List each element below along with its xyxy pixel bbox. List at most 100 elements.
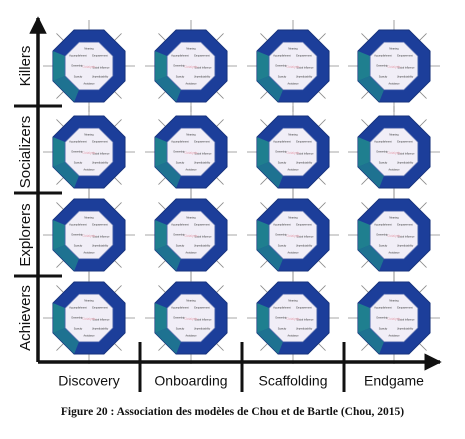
octalysis-watermark: Octalysis [388,234,401,238]
octalysis-watermark: Octalysis [83,65,96,69]
octagon-drive-label: Meaning [288,217,298,220]
octagon-teal-segment [53,328,79,354]
octagon-drive-label: Unpredictability [296,245,313,248]
octagon-inner [166,41,216,91]
octagon-drive-label: Unpredictability [92,76,109,79]
octagon-teal-segment [155,220,167,250]
octagon-drive-label: Accomplishment [273,141,291,144]
octagon-teal-segment [358,328,384,354]
octalysis-watermark: Octalysis [83,151,96,155]
octagon-drive-label: Avoidance [185,335,197,338]
octagon-drive-label: Ownership [376,151,388,154]
octagon-teal-segment [155,328,181,354]
octagon-teal-segment [53,162,79,188]
octagon-drive-label: Social Influence [93,236,111,239]
octagon-inner [268,127,318,177]
octagon-drive-label: Empowerment [194,224,210,227]
octagon-teal-segment [155,245,181,271]
octalysis-watermark: Octalysis [388,317,401,321]
octalysis-watermark: Octalysis [83,234,96,238]
octagon-drive-label: Empowerment [92,141,108,144]
bartle-chou-matrix: Meaning Accomplishment Empowerment Ownershi… [14,16,442,392]
octagon-teal-segment [358,162,384,188]
column-label-discovery: Discovery [58,373,119,389]
octagon-drive-label: Scarcity [278,328,287,331]
octagon-drive-label: Accomplishment [374,224,392,227]
octagon-drive-label: Social Influence [93,67,111,70]
octagon-teal-segment [155,137,167,167]
octagon-drive-label: Scarcity [379,76,388,79]
octagon-drive-label: Social Influence [195,236,213,239]
octagon-drive-label: Unpredictability [296,162,313,165]
octagon-drive-label: Empowerment [296,141,312,144]
octagon-drive-label: Scarcity [278,162,287,165]
octalysis-octagon: Meaning Accomplishment Empowerment Ownershi… [247,189,339,281]
octagon-teal-segment [257,51,269,81]
octagon-drive-label: Meaning [288,134,298,137]
row-label-achievers: Achievers [17,285,34,351]
octalysis-octagon: Meaning Accomplishment Empowerment Ownershi… [145,189,237,281]
octagon-drive-label: Unpredictability [92,162,109,165]
column-label-scaffolding: Scaffolding [258,373,327,389]
octalysis-octagon: Meaning Accomplishment Empowerment Ownershi… [43,20,135,112]
octagon-drive-label: Ownership [275,151,287,154]
octagon-drive-label: Meaning [186,48,196,51]
octalysis-octagon: Meaning Accomplishment Empowerment Ownershi… [348,189,440,281]
octalysis-octagon: Meaning Accomplishment Empowerment Ownershi… [145,106,237,198]
octagon-teal-segment [257,137,269,167]
octagon-drive-label: Ownership [71,151,83,154]
octagon-drive-label: Unpredictability [194,162,211,165]
octagon-drive-label: Empowerment [296,224,312,227]
octalysis-octagon: Meaning Accomplishment Empowerment Ownershi… [348,272,440,364]
column-label-onboarding: Onboarding [154,373,227,389]
octagon-drive-label: Ownership [173,65,185,68]
octagon-teal-segment [358,76,384,102]
octagon-inner [64,210,114,260]
octagon-drive-label: Unpredictability [194,328,211,331]
octagon-drive-label: Avoidance [83,83,95,86]
octagon-drive-label: Social Influence [195,67,213,70]
octagon-inner [166,127,216,177]
octagon-inner [64,41,114,91]
octagon-drive-label: Avoidance [83,335,95,338]
octagon-teal-segment [257,303,269,333]
octagon-drive-label: Avoidance [287,83,299,86]
octagon-drive-label: Unpredictability [92,245,109,248]
octalysis-octagon: Meaning Accomplishment Empowerment Ownershi… [145,272,237,364]
octagon-inner [369,127,419,177]
octagon-drive-label: Empowerment [397,141,413,144]
octagon-teal-segment [358,51,370,81]
octalysis-octagon: Meaning Accomplishment Empowerment Ownershi… [43,106,135,198]
octagon-drive-label: Unpredictability [397,162,414,165]
octagon-inner [166,210,216,260]
octagon-drive-label: Empowerment [397,55,413,58]
octalysis-octagon: Meaning Accomplishment Empowerment Ownershi… [145,20,237,112]
octagon-drive-label: Social Influence [297,153,315,156]
octalysis-watermark: Octalysis [185,65,198,69]
octagon-drive-label: Meaning [389,134,399,137]
octagon-drive-label: Ownership [275,317,287,320]
octagon-teal-segment [155,303,167,333]
octalysis-watermark: Octalysis [185,234,198,238]
octagon-drive-label: Avoidance [287,252,299,255]
octalysis-octagon: Meaning Accomplishment Empowerment Ownershi… [348,20,440,112]
octagon-drive-label: Avoidance [185,83,197,86]
row-label-killers: Killers [17,46,34,87]
octagon-drive-label: Meaning [84,300,94,303]
octagon-teal-segment [53,137,65,167]
octalysis-watermark: Octalysis [287,234,300,238]
axis-labels: Killers Socializers Explorers Achievers Disc… [17,46,424,389]
row-label-socializers: Socializers [17,116,34,189]
octagon-drive-label: Empowerment [194,141,210,144]
octagon-drive-label: Accomplishment [69,55,87,58]
octagon-drive-label: Scarcity [176,245,185,248]
octagon-drive-label: Avoidance [83,252,95,255]
octagon-drive-label: Social Influence [297,67,315,70]
octalysis-watermark: Octalysis [185,151,198,155]
octagon-drive-label: Accomplishment [171,141,189,144]
octagon-teal-segment [257,220,269,250]
octagon-drive-label: Ownership [173,317,185,320]
octagon-inner [268,41,318,91]
octagon-drive-label: Accomplishment [69,307,87,310]
